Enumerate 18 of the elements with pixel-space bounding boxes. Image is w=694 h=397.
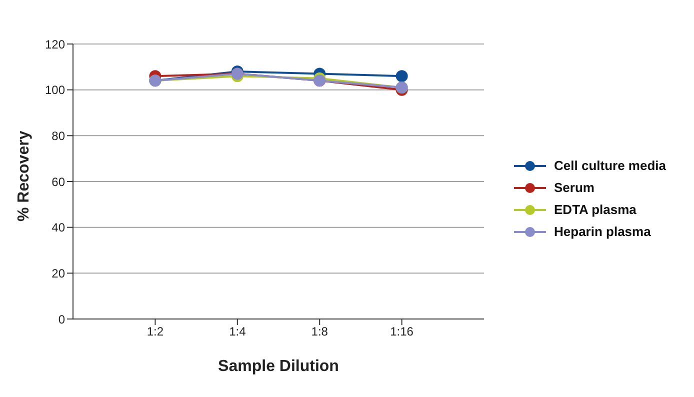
y-tick-label: 120: [44, 37, 66, 52]
x-tick-label: 1:8: [311, 324, 328, 339]
point: [396, 70, 408, 82]
legend-label: EDTA plasma: [554, 200, 636, 219]
x-axis-title: Sample Dilution: [218, 358, 339, 375]
legend-label: Heparin plasma: [554, 222, 651, 241]
y-tick-label: 80: [52, 128, 66, 143]
legend-label: Serum: [554, 178, 594, 196]
y-tick-label: 60: [52, 174, 66, 189]
y-tick-label: 0: [58, 312, 66, 326]
x-tick-label: 1:4: [229, 324, 246, 339]
x-tick-label: 1:2: [146, 324, 164, 339]
y-axis-title: % Recovery: [16, 130, 33, 222]
x-tick-label: 1:16: [390, 324, 414, 339]
y-tick-label: 20: [52, 266, 66, 280]
y-tick-label: 100: [44, 83, 66, 98]
legend-label: Cell culture media: [554, 156, 666, 174]
y-tick-label: 40: [52, 220, 66, 235]
